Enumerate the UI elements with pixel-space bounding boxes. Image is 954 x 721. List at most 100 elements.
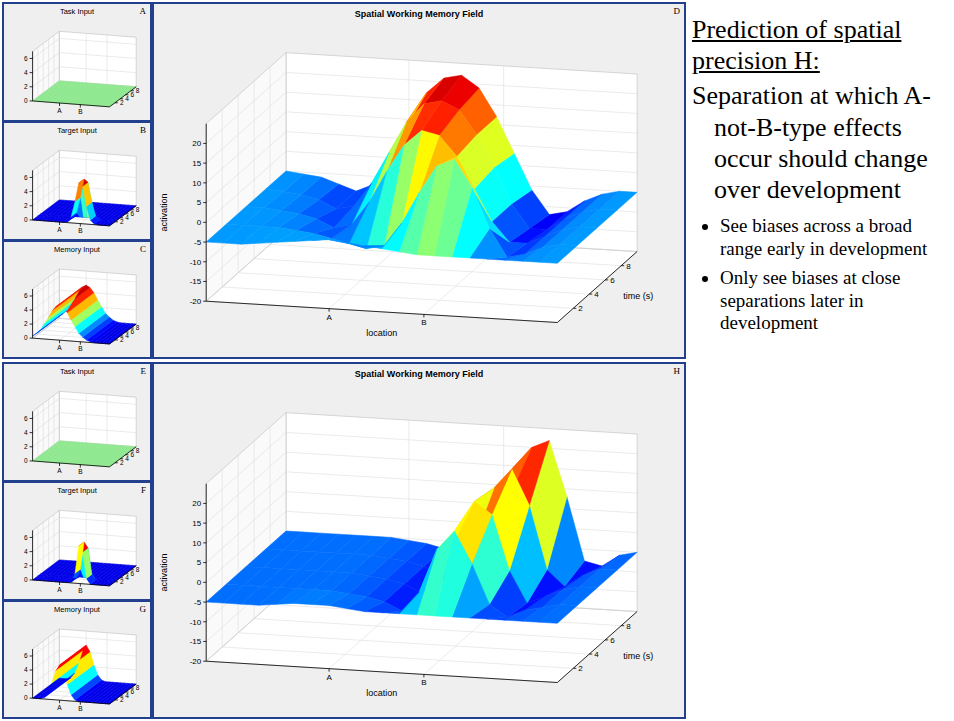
surface-cell: [36, 81, 66, 101]
panel-letter: D: [674, 6, 681, 16]
z-tick: [203, 222, 206, 223]
y-axis-line: [110, 324, 137, 344]
x-tick-label: B: [78, 468, 82, 475]
y-axis-title: time (s): [623, 291, 653, 301]
surface-cell: [206, 584, 244, 603]
z-tick: [30, 86, 33, 87]
paragraph: Separation at which A-not-B-type effects…: [692, 80, 948, 205]
y-tick: [621, 625, 624, 626]
z-tick: [203, 281, 206, 282]
back-wall: [59, 31, 136, 86]
y-tick-label: 2: [120, 578, 124, 585]
z-tick-label: 4: [24, 548, 28, 555]
x-tick-label: B: [78, 345, 82, 352]
y-tick-label: 4: [125, 95, 129, 102]
y-tick: [120, 577, 123, 578]
bullet: Only see biases at close separations lat…: [720, 267, 948, 335]
y-tick-label: 8: [136, 566, 140, 573]
panel-title: Spatial Working Memory Field: [355, 9, 483, 19]
z-tick-label: 6: [24, 292, 28, 299]
y-tick-label: 2: [120, 218, 124, 225]
y-tick-label: 4: [594, 650, 599, 659]
bullet: See biases across a broad range early in…: [720, 215, 948, 261]
z-tick: [30, 324, 33, 325]
z-tick-label: 4: [24, 306, 28, 313]
x-axis-line: [33, 220, 110, 226]
axes: -20-15-10-505101520AB2468locationtime (s…: [159, 124, 653, 338]
y-tick: [621, 265, 624, 266]
y-tick: [131, 328, 134, 329]
grid-line: [222, 470, 573, 669]
z-tick: [203, 641, 206, 642]
y-tick: [120, 217, 123, 218]
x-axis-line: [33, 101, 110, 107]
x-axis-line: [33, 461, 110, 467]
x-tick-label: A: [57, 226, 62, 233]
y-tick: [126, 692, 129, 693]
y-tick: [126, 573, 129, 574]
z-tick: [203, 602, 206, 603]
z-tick: [30, 191, 33, 192]
grid-line: [33, 157, 137, 177]
surface-cell: [206, 224, 244, 243]
surface-cell: [33, 216, 42, 220]
surface: [33, 285, 137, 344]
y-tick: [131, 688, 134, 689]
y-tick-label: 2: [578, 304, 583, 313]
axes-box: [33, 629, 137, 704]
z-tick-label: 2: [24, 202, 28, 209]
y-tick: [115, 699, 118, 700]
panel-background: [153, 363, 685, 718]
z-tick-label: 0: [24, 576, 28, 583]
z-tick: [203, 182, 206, 183]
surface-cell: [246, 549, 284, 568]
x-axis-line: [206, 661, 557, 682]
x-tick: [329, 309, 330, 312]
surface-cell: [83, 182, 92, 206]
z-tick: [30, 460, 33, 461]
surface-cell: [44, 298, 74, 324]
z-tick: [30, 551, 33, 552]
z-tick: [30, 698, 33, 699]
y-tick: [120, 458, 123, 459]
z-tick: [203, 582, 206, 583]
z-axis-line: [206, 484, 207, 662]
axes: 0246AB2468: [24, 411, 140, 475]
y-tick-label: 4: [125, 332, 129, 339]
y-tick-label: 4: [125, 455, 129, 462]
back-wall: [59, 510, 136, 565]
x-tick-label: A: [57, 344, 62, 351]
grid-line: [206, 452, 637, 523]
y-axis-line: [557, 252, 637, 323]
panel: -20-15-10-505101520AB2468locationtime (s…: [153, 3, 685, 358]
z-tick: [203, 562, 206, 563]
z-tick: [203, 261, 206, 262]
y-tick-label: 8: [136, 447, 140, 454]
grid-line: [33, 398, 137, 418]
z-tick-label: 6: [24, 534, 28, 541]
x-axis-line: [33, 338, 110, 344]
panel-background: [3, 241, 151, 358]
z-tick: [203, 143, 206, 144]
y-axis-line: [110, 566, 137, 586]
left-wall: [33, 269, 60, 338]
surface-cell: [505, 607, 543, 621]
panel-title: Memory Input: [54, 245, 101, 254]
z-axis-title: activation: [159, 553, 169, 591]
surface-cell: [246, 189, 284, 208]
panel-background: [153, 3, 685, 358]
axes: 0246AB2468: [24, 289, 140, 352]
y-tick-label: 6: [131, 328, 135, 335]
y-tick-label: 8: [626, 262, 631, 271]
z-axis-line: [206, 124, 207, 302]
surface-cell: [399, 550, 437, 615]
z-tick: [30, 310, 33, 311]
y-tick-label: 4: [125, 214, 129, 221]
z-tick: [203, 301, 206, 302]
z-tick-label: 2: [24, 562, 28, 569]
z-tick-label: -10: [190, 258, 202, 267]
z-tick-label: -5: [194, 598, 202, 607]
z-tick-label: 2: [24, 83, 28, 90]
surface: [206, 441, 637, 624]
surface-cell: [331, 202, 369, 243]
